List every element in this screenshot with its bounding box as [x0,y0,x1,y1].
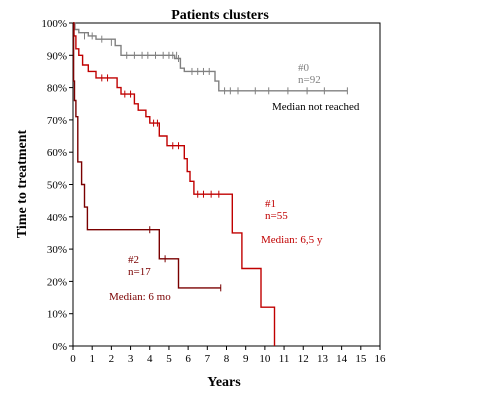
y-tick-label: 70% [47,115,67,127]
x-tick-label: 13 [317,353,329,365]
x-tick-label: 2 [109,353,115,365]
x-tick-label: 5 [166,353,172,365]
x-tick-label: 14 [336,353,348,365]
x-tick-label: 11 [279,353,290,365]
x-tick-label: 8 [224,353,230,365]
x-tick-label: 15 [355,353,367,365]
x-tick-label: 10 [259,353,271,365]
series-1-median: Median: 6,5 y [261,234,323,246]
x-tick-label: 7 [205,353,211,365]
y-tick-label: 100% [41,18,67,30]
series-0-median: Median not reached [272,101,360,113]
y-tick-label: 90% [47,50,67,62]
y-tick-label: 80% [47,83,67,95]
y-tick-label: 40% [47,212,67,224]
y-axis-label: Time to treatment [15,129,30,238]
chart-title: Patients clusters [171,8,269,23]
x-tick-label: 1 [89,353,95,365]
y-tick-label: 0% [52,341,67,353]
series-0-line [73,22,348,92]
series-1-n: n=55 [265,210,288,222]
series-2-line [72,22,221,289]
y-tick-label: 30% [47,244,67,256]
y-tick-label: 50% [47,180,67,192]
y-tick-label: 60% [47,147,67,159]
x-axis-label: Years [207,375,241,390]
y-tick-label: 10% [47,309,67,321]
y-tick-label: 20% [47,276,67,288]
series-0-label: #0 [298,62,310,74]
series-1-label: #1 [265,198,276,210]
x-tick-label: 0 [70,353,76,365]
series-layer [72,22,348,346]
x-tick-label: 6 [185,353,191,365]
series-0-n: n=92 [298,74,321,86]
y-axis: 0% 10% 20% 30% 40% 50% 60% 70% 80% 90% 100% [41,18,73,353]
x-tick-label: 12 [298,353,309,365]
x-tick-label: 4 [147,353,153,365]
series-1-line [73,22,276,346]
series-2-n: n=17 [128,266,151,278]
x-tick-label: 3 [128,353,134,365]
series-2-label: #2 [128,254,139,266]
x-tick-label: 9 [243,353,249,365]
x-axis: 0 1 2 3 4 5 6 7 8 9 10 11 12 13 14 15 16 [70,346,386,365]
series-2-median: Median: 6 mo [109,291,171,303]
x-tick-label: 16 [375,353,387,365]
